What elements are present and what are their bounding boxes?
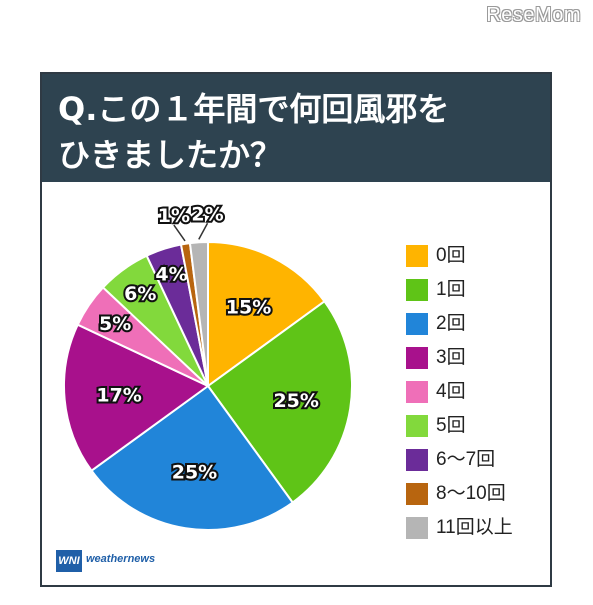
chart-frame: Q.この１年間で何回風邪を ひきましたか？ 15% 25% 25% 17% 5% 6% 4%… xyxy=(40,72,552,587)
legend-swatch xyxy=(406,483,428,505)
watermark: ReseMom xyxy=(486,4,581,26)
legend-label: 4回 xyxy=(436,381,466,402)
legend-swatch xyxy=(406,245,428,267)
legend-swatch xyxy=(406,449,428,471)
pie-slice-0 xyxy=(207,240,326,388)
legend-label: 3回 xyxy=(436,347,466,368)
slice-data-label-4: 5% xyxy=(99,313,131,335)
slice-data-label-2: 25% xyxy=(172,461,217,483)
title-bar: Q.この１年間で何回風邪を ひきましたか？ xyxy=(42,74,550,182)
chart-title-line-2: ひきましたか？ xyxy=(58,136,283,174)
slice-data-label-7: 1% xyxy=(158,205,190,227)
slice-data-label-5: 6% xyxy=(124,283,156,305)
leader-line-7 xyxy=(173,224,186,242)
slice-data-label-3: 17% xyxy=(96,384,141,406)
legend-swatch xyxy=(406,279,428,301)
legend-label: 0回 xyxy=(436,245,466,266)
legend-swatch xyxy=(406,415,428,437)
legend-label: 5回 xyxy=(436,415,466,436)
logo-text: weathernews xyxy=(86,553,156,565)
logo-mark: WNI xyxy=(56,550,82,572)
chart-title-line-1: Q.この１年間で何回風邪を xyxy=(58,90,450,128)
legend-label: 2回 xyxy=(436,313,466,334)
legend-swatch xyxy=(406,381,428,403)
legend-label: 8〜10回 xyxy=(436,483,506,504)
pie-slice-8 xyxy=(188,240,209,387)
legend-swatch xyxy=(406,347,428,369)
slice-data-label-1: 25% xyxy=(273,390,318,412)
pie-slice-2 xyxy=(90,384,295,531)
slice-data-label-8: 2% xyxy=(191,203,223,225)
pie-slice-3 xyxy=(63,323,210,473)
pie-slice-1 xyxy=(206,299,353,504)
legend-swatch xyxy=(406,517,428,539)
leader-line-8 xyxy=(198,222,209,240)
legend-label: 1回 xyxy=(436,279,466,300)
legend-label: 6〜7回 xyxy=(436,449,496,470)
legend-label: 11回以上 xyxy=(436,517,513,538)
slice-data-label-6: 4% xyxy=(155,264,187,286)
pie-chart: 15% 25% 25% 17% 5% 6%4% 1% 2% xyxy=(63,201,353,531)
slice-data-label-0: 15% xyxy=(226,296,271,318)
legend-swatch xyxy=(406,313,428,335)
